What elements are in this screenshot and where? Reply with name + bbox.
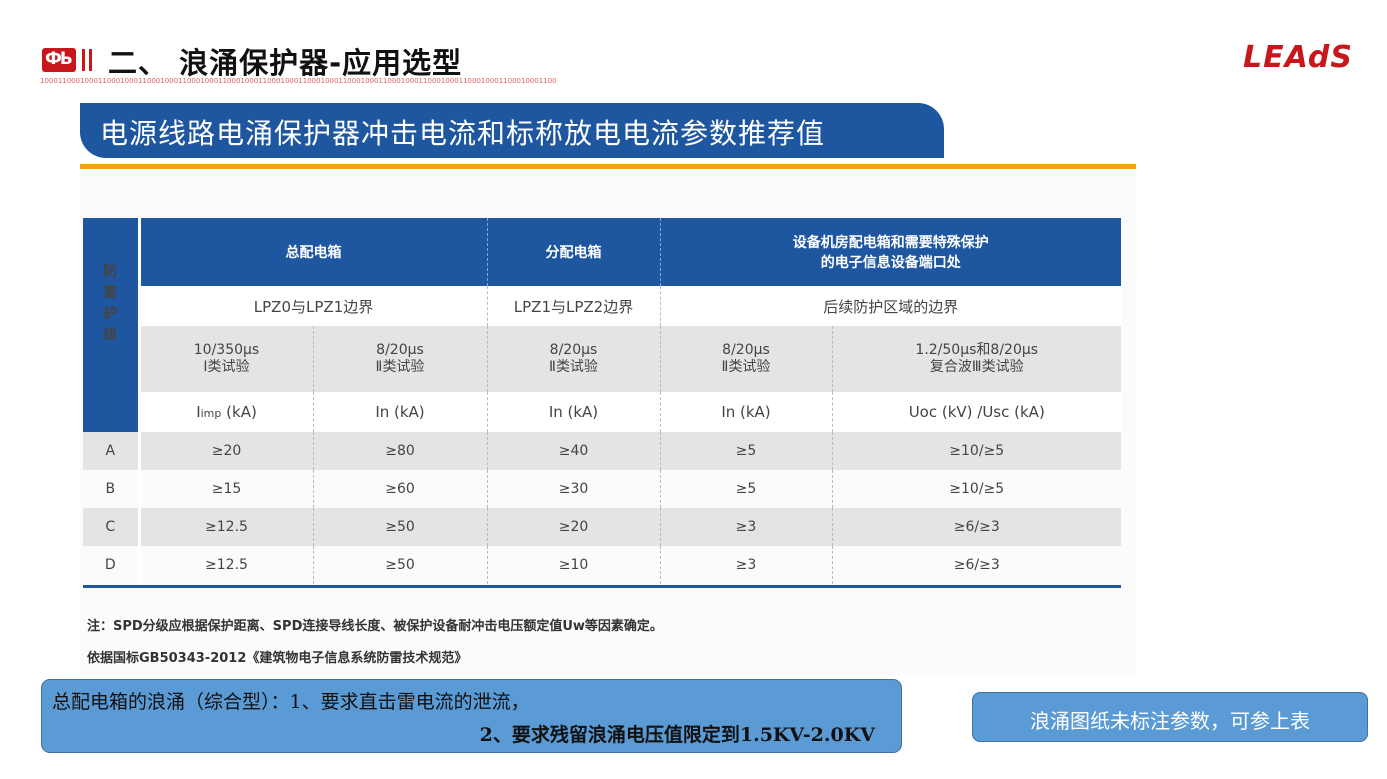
- callout-main-panel: 总配电箱的浪涌（综合型）：1、要求直击雷电流的泄流， 2、要求残留浪涌电压值限定…: [41, 679, 902, 753]
- level-cell: C: [83, 508, 141, 546]
- section-banner: 电源线路电涌保护器冲击电流和标称放电电流参数推荐值: [80, 103, 944, 158]
- value-cell: ≥40: [487, 432, 661, 470]
- table-header-row: 防 雷 护 级 总配电箱 分配电箱 设备机房配电箱和需要特殊保护 的电子信息设备…: [83, 218, 1121, 432]
- unit-cell: Iimp (kA): [139, 392, 314, 432]
- value-cell: ≥20: [139, 432, 314, 470]
- test-kind: Ⅱ类试验: [549, 359, 598, 375]
- value-cell: ≥12.5: [139, 508, 314, 546]
- test-kind: I类试验: [203, 359, 250, 375]
- unit-rest: (kA): [221, 403, 257, 421]
- callout-reference-note: 浪涌图纸未标注参数，可参上表: [972, 692, 1368, 742]
- value-cell: ≥10/≥5: [832, 470, 1121, 508]
- wave-label: 8/20μs: [376, 342, 424, 358]
- unit-cell: In (kA): [313, 392, 488, 432]
- row-header-char: 防: [103, 264, 118, 280]
- value-cell: ≥10/≥5: [832, 432, 1121, 470]
- test-kind: Ⅱ类试验: [721, 359, 771, 375]
- table-row: A ≥20 ≥80 ≥40 ≥5 ≥10/≥5: [83, 432, 1121, 470]
- callout-line-1: 总配电箱的浪涌（综合型）：1、要求直击雷电流的泄流，: [52, 691, 530, 713]
- table-bottom-rule: [83, 585, 1121, 588]
- callout-line-2: 2、要求残留浪涌电压值限定到1.5KV-2.0KV: [479, 724, 875, 746]
- group-header: 设备机房配电箱和需要特殊保护 的电子信息设备端口处: [660, 218, 1121, 286]
- value-cell: ≥20: [487, 508, 661, 546]
- unit-sub: imp: [200, 407, 222, 420]
- test-kind: Ⅱ类试验: [375, 359, 425, 375]
- footnote: 注：SPD分级应根据保护距离、SPD连接导线长度、被保护设备耐冲击电压额定值Uw…: [87, 619, 663, 634]
- group-header: 总配电箱: [139, 218, 488, 286]
- zone-row: LPZ0与LPZ1边界 LPZ1与LPZ2边界 后续防护区域的边界: [83, 286, 1121, 326]
- binary-decoration: 1000110001000110001000110001000110001000…: [40, 77, 557, 85]
- row-header-char: 雷: [103, 285, 118, 301]
- table-row: D ≥12.5 ≥50 ≥10 ≥3 ≥6/≥3: [83, 546, 1121, 584]
- zone-cell: LPZ0与LPZ1边界: [139, 286, 488, 326]
- spd-parameter-table: 防 雷 护 级 总配电箱 分配电箱 设备机房配电箱和需要特殊保护 的电子信息设备…: [83, 218, 1121, 584]
- unit-row: Iimp (kA) In (kA) In (kA) In (kA) Uoc (k…: [83, 392, 1121, 432]
- test-cell: 8/20μs Ⅱ类试验: [660, 326, 833, 392]
- standard-reference: 依据国标GB50343-2012《建筑物电子信息系统防雷技术规范》: [87, 651, 468, 666]
- group-header-line: 的电子信息设备端口处: [820, 255, 961, 271]
- unit-cell: In (kA): [660, 392, 833, 432]
- unit-cell: Uoc (kV) /Usc (kA): [832, 392, 1121, 432]
- logo-bars: [82, 49, 92, 71]
- value-cell: ≥5: [660, 470, 833, 508]
- value-cell: ≥5: [660, 432, 833, 470]
- level-cell: A: [83, 432, 141, 470]
- wave-label: 1.2/50μs和8/20μs: [915, 342, 1039, 358]
- row-header-char: 级: [103, 327, 118, 343]
- orange-divider: [80, 164, 1136, 169]
- zone-cell: LPZ1与LPZ2边界: [487, 286, 661, 326]
- level-cell: B: [83, 470, 141, 508]
- test-cell: 10/350μs I类试验: [139, 326, 314, 392]
- brand-logo: LEAdS: [1243, 40, 1353, 75]
- table-row: C ≥12.5 ≥50 ≥20 ≥3 ≥6/≥3: [83, 508, 1121, 546]
- value-cell: ≥60: [313, 470, 488, 508]
- table-row: B ≥15 ≥60 ≥30 ≥5 ≥10/≥5: [83, 470, 1121, 508]
- test-cell: 1.2/50μs和8/20μs 复合波Ⅲ类试验: [832, 326, 1121, 392]
- unit-main: I: [196, 403, 201, 421]
- logo-mark: ФЬ: [42, 48, 76, 72]
- value-cell: ≥10: [487, 546, 661, 584]
- test-class-row: 10/350μs I类试验 8/20μs Ⅱ类试验 8/20μs Ⅱ类试验 8/20μ…: [83, 326, 1121, 392]
- value-cell: ≥12.5: [139, 546, 314, 584]
- logo-glyph: ФЬ: [45, 49, 73, 69]
- value-cell: ≥3: [660, 508, 833, 546]
- callout-reference-text: 浪涌图纸未标注参数，可参上表: [1030, 709, 1310, 733]
- test-cell: 8/20μs Ⅱ类试验: [313, 326, 488, 392]
- value-cell: ≥50: [313, 546, 488, 584]
- group-header-line: 设备机房配电箱和需要特殊保护: [792, 235, 989, 251]
- value-cell: ≥50: [313, 508, 488, 546]
- test-kind: 复合波Ⅲ类试验: [929, 359, 1024, 375]
- zone-cell: 后续防护区域的边界: [660, 286, 1121, 326]
- unit-cell: In (kA): [487, 392, 661, 432]
- value-cell: ≥15: [139, 470, 314, 508]
- banner-title: 电源线路电涌保护器冲击电流和标称放电电流参数推荐值: [100, 117, 826, 150]
- company-logo: ФЬ: [42, 48, 98, 72]
- value-cell: ≥30: [487, 470, 661, 508]
- value-cell: ≥3: [660, 546, 833, 584]
- wave-label: 8/20μs: [722, 342, 770, 358]
- slide-title: 二、 浪涌保护器-应用选型: [108, 46, 463, 80]
- row-header-label: 防 雷 护 级: [83, 262, 138, 388]
- level-cell: D: [83, 546, 141, 584]
- group-header: 分配电箱: [487, 218, 661, 286]
- row-header-char: 护: [103, 306, 118, 322]
- wave-label: 10/350μs: [193, 342, 260, 358]
- value-cell: ≥6/≥3: [832, 546, 1121, 584]
- test-cell: 8/20μs Ⅱ类试验: [487, 326, 661, 392]
- row-header-cell: 防 雷 护 级: [83, 218, 141, 432]
- value-cell: ≥80: [313, 432, 488, 470]
- value-cell: ≥6/≥3: [832, 508, 1121, 546]
- wave-label: 8/20μs: [549, 342, 598, 358]
